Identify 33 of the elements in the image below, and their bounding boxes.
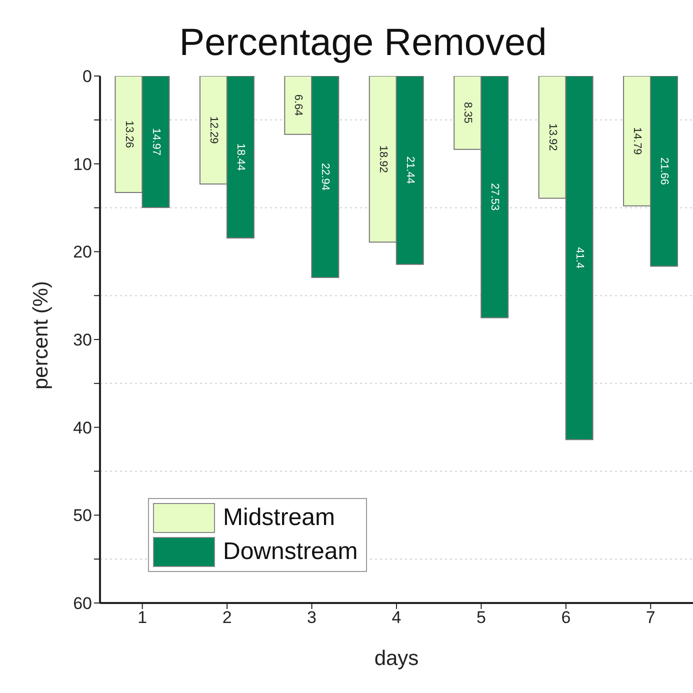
data-label: 21.44 bbox=[404, 156, 416, 184]
data-label: 14.97 bbox=[150, 128, 162, 156]
x-tick-label: 1 bbox=[138, 608, 148, 628]
data-label: 13.92 bbox=[546, 123, 558, 151]
data-label: 41.4 bbox=[573, 247, 586, 269]
data-label: 21.66 bbox=[658, 157, 670, 185]
data-label: 12.29 bbox=[207, 116, 220, 144]
data-label: 6.64 bbox=[292, 94, 304, 116]
data-label: 8.35 bbox=[462, 102, 474, 124]
data-label: 14.79 bbox=[631, 127, 644, 155]
x-tick-label: 6 bbox=[561, 608, 571, 628]
data-label: 22.94 bbox=[319, 162, 332, 191]
y-tick-label: 30 bbox=[73, 330, 92, 350]
data-label: 18.44 bbox=[234, 143, 246, 171]
x-tick-label: 5 bbox=[476, 608, 486, 628]
x-tick-label: 3 bbox=[307, 608, 317, 628]
legend-label: Downstream bbox=[223, 538, 358, 566]
chart-title: Percentage Removed bbox=[178, 22, 548, 65]
y-tick-label: 40 bbox=[73, 418, 92, 438]
data-label: 27.53 bbox=[488, 183, 501, 211]
y-tick-label: 0 bbox=[82, 67, 92, 86]
y-axis-title: percent (%) bbox=[29, 280, 52, 390]
legend-label: Midstream bbox=[223, 504, 336, 532]
y-tick-label: 10 bbox=[73, 154, 92, 174]
y-tick-label: 60 bbox=[73, 594, 92, 614]
data-label: 18.92 bbox=[376, 145, 389, 173]
data-label: 13.26 bbox=[122, 120, 135, 148]
y-tick-label: 50 bbox=[73, 506, 92, 526]
x-tick-label: 4 bbox=[392, 608, 402, 628]
y-tick-label: 20 bbox=[73, 242, 92, 262]
x-tick-label: 2 bbox=[222, 608, 232, 628]
x-axis-title: days bbox=[374, 647, 419, 670]
x-tick-label: 7 bbox=[646, 608, 656, 628]
